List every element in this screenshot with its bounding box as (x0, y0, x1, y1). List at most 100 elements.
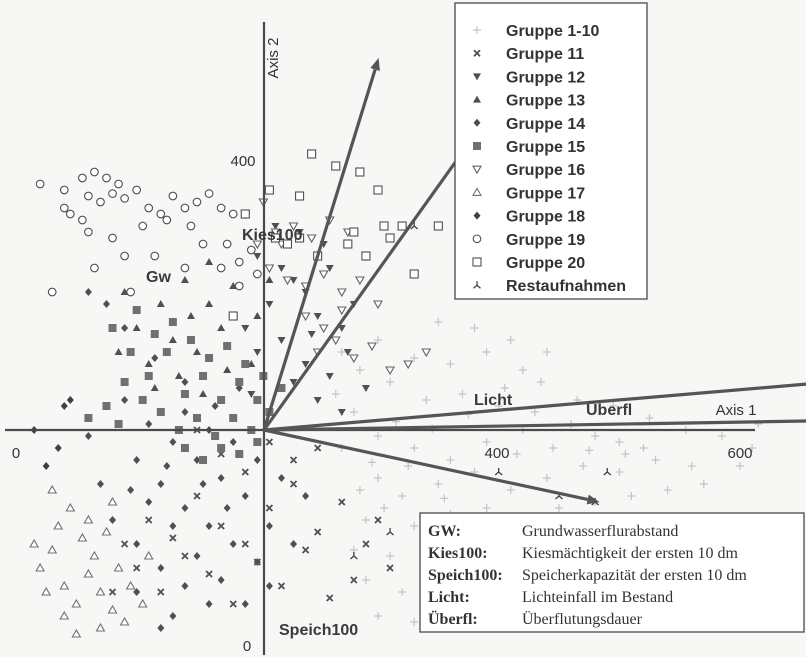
data-point (270, 233, 280, 243)
data-point (264, 185, 274, 195)
data-point (107, 604, 118, 614)
vector-label-kies100: Kies100 (242, 227, 303, 244)
data-point (181, 552, 189, 560)
data-point (216, 263, 226, 273)
data-point (229, 414, 238, 422)
data-point (137, 598, 148, 608)
data-point (186, 221, 196, 231)
data-point (354, 276, 365, 286)
legend-label: Gruppe 1-10 (506, 23, 599, 40)
definition-text: Grundwasserflurabstand (522, 523, 678, 540)
data-point (114, 179, 123, 189)
data-point (318, 270, 329, 280)
data-point (404, 462, 413, 470)
data-point (186, 336, 195, 344)
data-point (265, 504, 274, 512)
data-point (223, 366, 232, 373)
data-point (349, 227, 359, 237)
data-point (169, 612, 177, 620)
data-point (282, 276, 293, 286)
data-point (120, 540, 129, 548)
data-point (555, 504, 563, 512)
data-point (162, 215, 172, 225)
data-point (59, 185, 69, 195)
data-point (47, 287, 57, 297)
data-point (59, 580, 70, 590)
data-point (410, 354, 419, 362)
environment-vectors-layer (262, 28, 806, 505)
data-point (350, 576, 358, 584)
data-point (687, 462, 696, 470)
legend-marker (473, 95, 481, 103)
legend-label: Gruppe 14 (506, 116, 585, 133)
data-point (385, 366, 396, 376)
data-point (585, 446, 594, 455)
data-point (228, 209, 238, 219)
data-point (121, 396, 129, 404)
data-point (374, 432, 382, 440)
data-point (126, 348, 135, 356)
data-point (314, 528, 322, 536)
data-point (114, 420, 123, 428)
data-point (265, 582, 273, 590)
data-point (651, 456, 660, 464)
data-point (217, 324, 226, 331)
vector--berfl-arrow (263, 419, 806, 432)
data-point (338, 498, 346, 506)
data-point (127, 486, 135, 494)
data-point (246, 245, 256, 255)
data-point (95, 622, 106, 632)
data-point (35, 179, 45, 189)
data-point (374, 612, 382, 620)
data-point (446, 456, 455, 464)
data-point (216, 203, 226, 213)
y-axis-label: Axis 2 (265, 38, 282, 79)
data-point (133, 588, 141, 596)
data-point (145, 516, 153, 524)
vector-label-uberfl: Überfl (586, 400, 632, 419)
data-point (83, 568, 94, 578)
data-point (90, 167, 99, 177)
data-point (307, 331, 316, 338)
data-point (343, 349, 352, 356)
data-point (217, 576, 225, 584)
data-point (96, 480, 104, 488)
data-point (373, 300, 383, 310)
legend-item: Gruppe 1-10 (473, 23, 599, 40)
data-point (699, 480, 708, 488)
data-point (313, 313, 322, 320)
legend-marker (473, 211, 481, 220)
data-point (506, 486, 515, 494)
data-point (205, 570, 213, 578)
data-point (157, 564, 165, 572)
data-point (132, 324, 141, 331)
data-point (229, 540, 237, 548)
series-gruppe-14 (84, 288, 310, 632)
data-point (253, 456, 261, 464)
data-point (306, 234, 317, 244)
data-point (120, 251, 129, 261)
data-point (65, 209, 75, 219)
data-point (542, 474, 551, 482)
data-point (336, 306, 347, 316)
data-point (205, 258, 214, 265)
data-point (228, 311, 238, 321)
data-point (53, 520, 64, 530)
vector-label-speich100: Speich100 (279, 622, 358, 639)
data-point (609, 402, 618, 410)
data-point (180, 276, 189, 283)
data-point (138, 396, 147, 404)
data-point (397, 221, 407, 231)
data-point (361, 251, 371, 261)
vector-gw-arrow (262, 58, 380, 431)
data-point (181, 504, 189, 512)
data-point (119, 616, 130, 626)
data-point (410, 618, 419, 626)
data-point (240, 209, 250, 219)
data-point (253, 396, 262, 404)
series-gruppe-17 (29, 484, 154, 638)
data-point (421, 348, 432, 358)
data-point (157, 588, 165, 596)
data-point (337, 348, 346, 356)
